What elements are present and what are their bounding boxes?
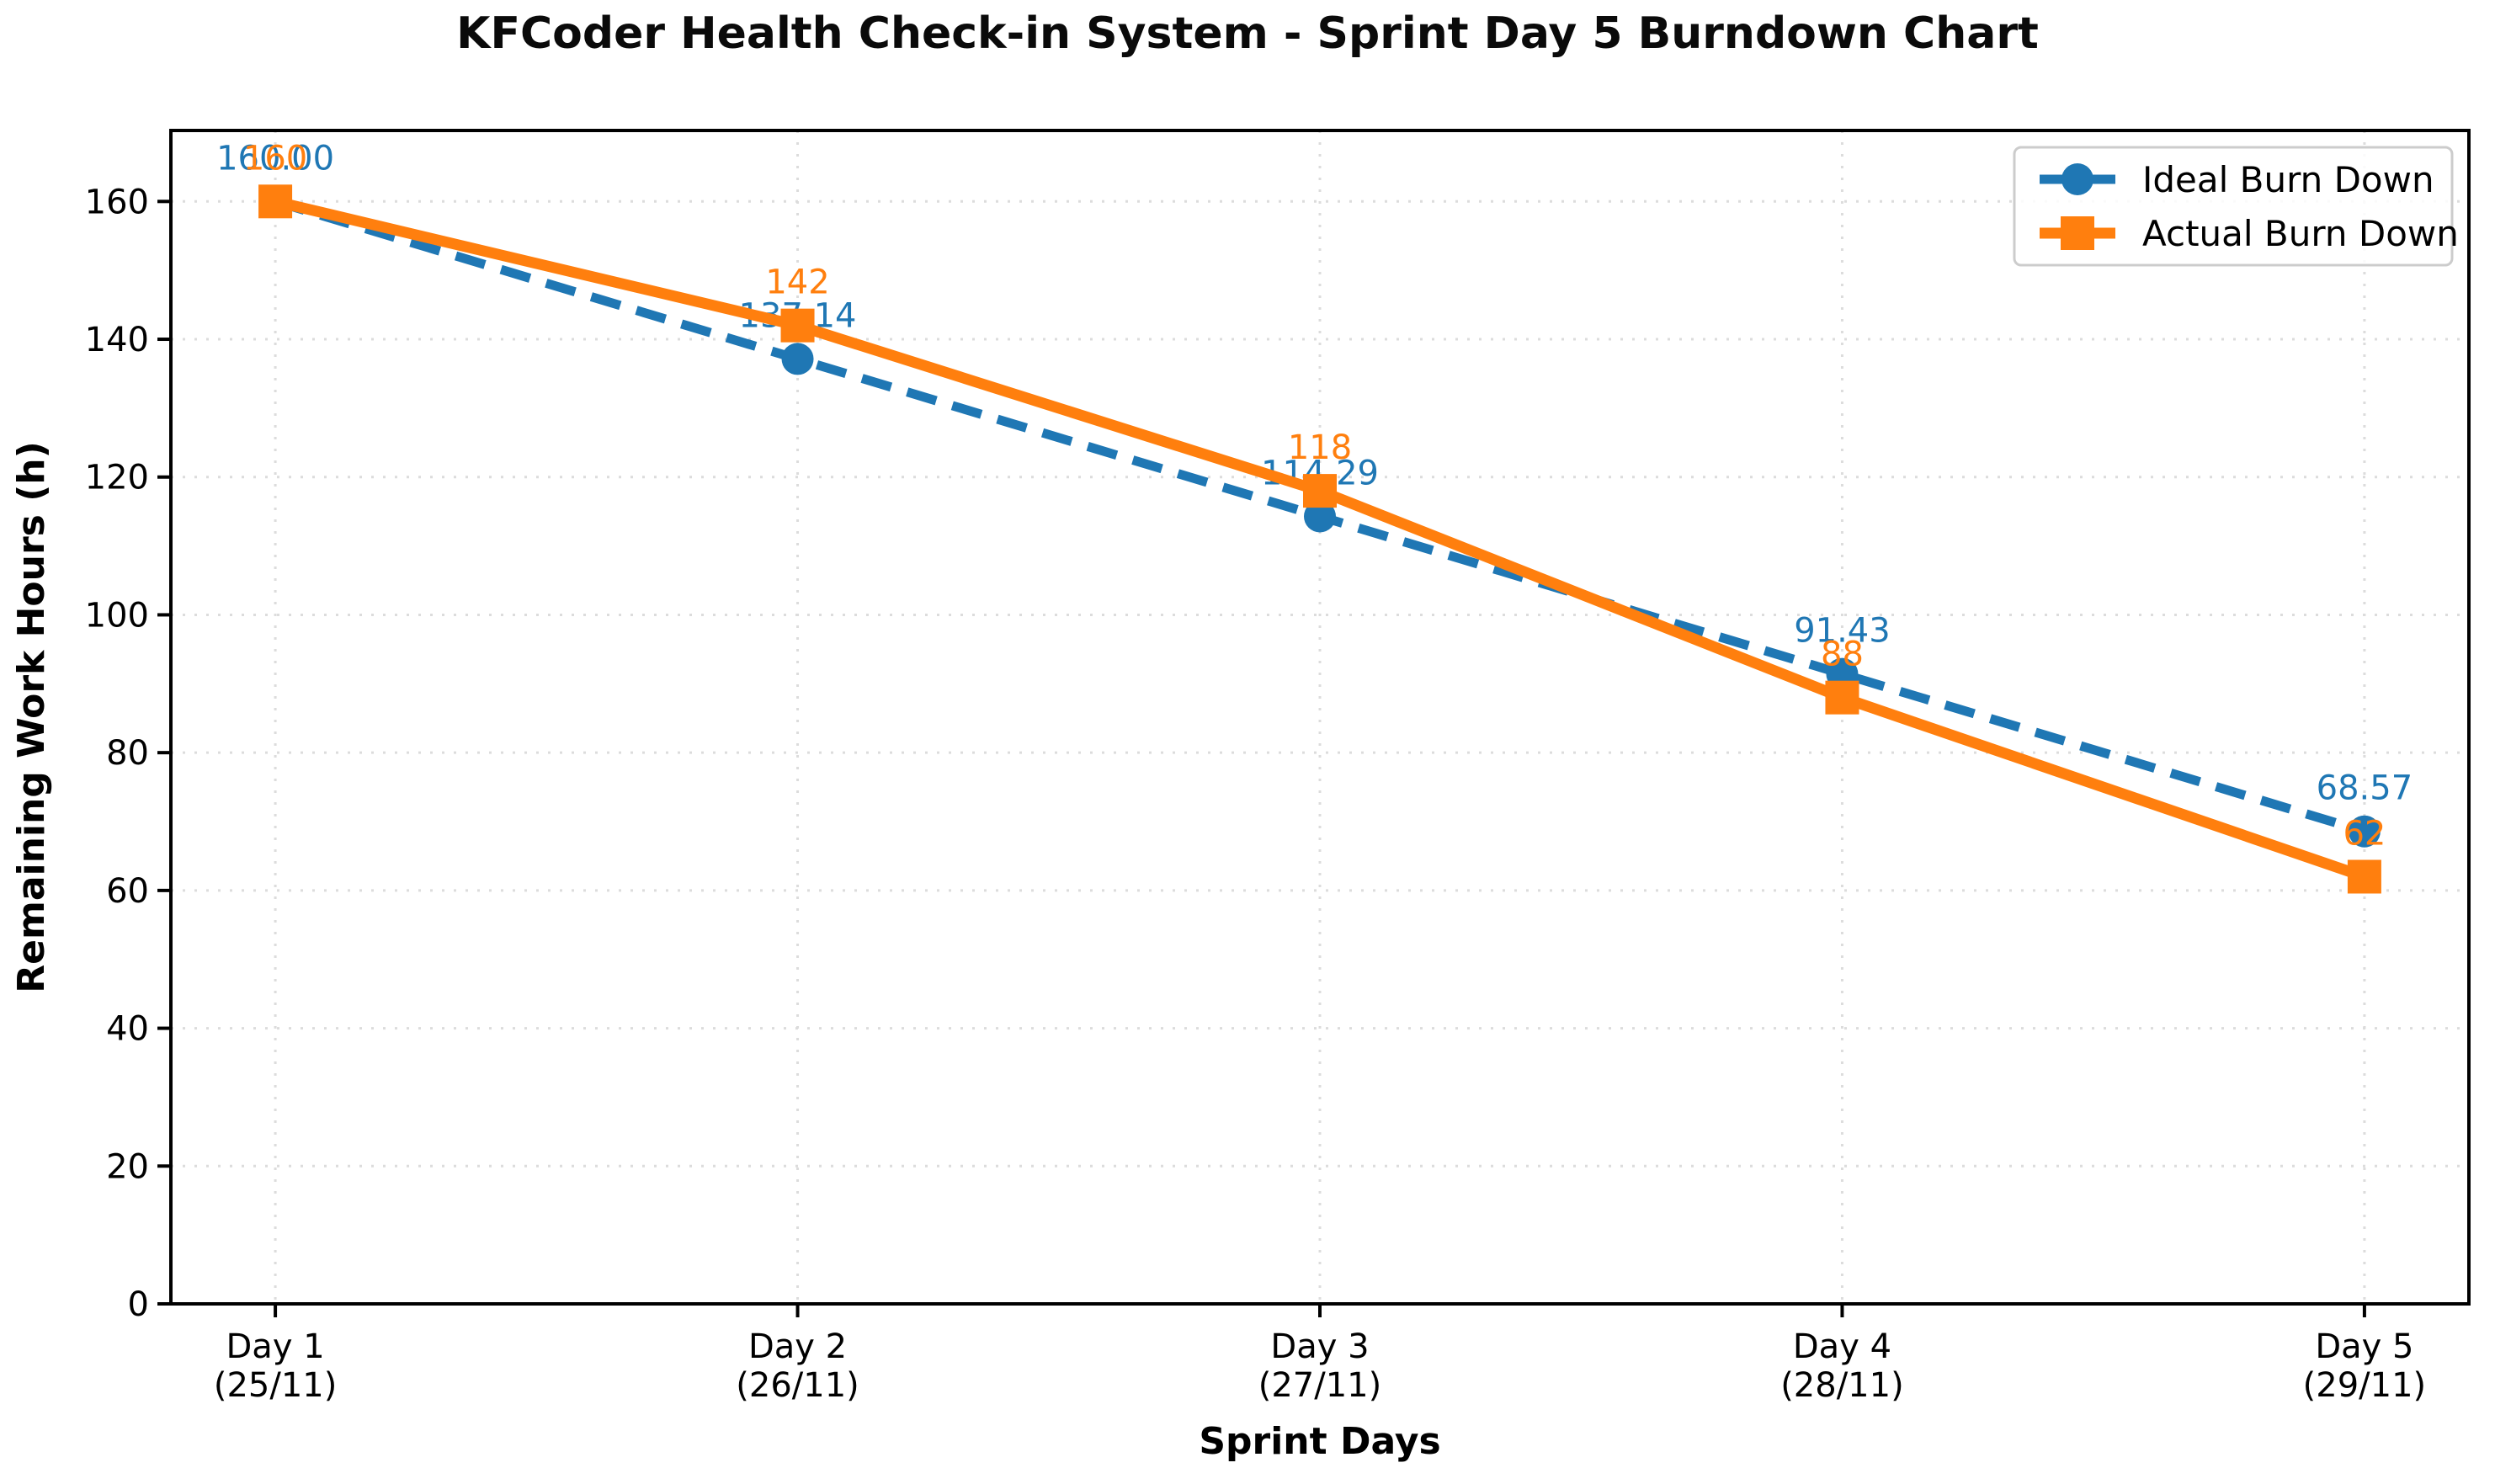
x-tick-label-day: Day 3 xyxy=(1270,1327,1369,1366)
legend-marker-square xyxy=(2061,216,2094,250)
ideal-burn-down-marker xyxy=(2348,815,2381,848)
x-tick-label-date: (26/11) xyxy=(736,1366,859,1405)
ideal-burn-down-marker xyxy=(1304,500,1336,533)
grid xyxy=(171,130,2469,1304)
x-tick-label-day: Day 5 xyxy=(2315,1327,2413,1366)
actual-burn-down-marker xyxy=(1825,680,1859,715)
x-tick-label-day: Day 1 xyxy=(226,1327,325,1366)
y-tick-label: 20 xyxy=(106,1147,149,1186)
actual-burn-down-line xyxy=(274,195,2367,882)
ideal-burn-down-value-label: 91.43 xyxy=(1794,612,1891,651)
legend-marker-circle xyxy=(2061,163,2093,195)
actual-burn-down-value-label: 160 xyxy=(243,139,307,178)
x-tick-label-date: (27/11) xyxy=(1258,1366,1381,1405)
ideal-burn-down-value-label: 160.00 xyxy=(216,139,334,178)
y-axis-label: Remaining Work Hours (h) xyxy=(10,441,53,993)
plot-frame xyxy=(169,129,2471,1306)
actual-burn-down-value-label: 62 xyxy=(2343,814,2386,853)
legend-label: Actual Burn Down xyxy=(2142,213,2459,254)
y-tick-label: 140 xyxy=(85,321,149,359)
legend-box xyxy=(2013,146,2454,267)
x-axis-label: Sprint Days xyxy=(1199,1420,1440,1463)
y-tick-label: 100 xyxy=(85,596,149,635)
actual-burn-down-marker xyxy=(780,308,815,343)
actual-burn-down-value-label: 118 xyxy=(1288,428,1352,467)
ideal-burn-down-marker xyxy=(781,343,814,375)
legend: Ideal Burn Down Actual Burn Down xyxy=(2013,146,2459,267)
x-tick-label-date: (28/11) xyxy=(1780,1366,1903,1405)
actual-burn-down-value-label: 142 xyxy=(765,263,829,302)
x-tick-label-day: Day 2 xyxy=(748,1327,847,1366)
x-tick-label-day: Day 4 xyxy=(1793,1327,1891,1366)
x-tick-label-date: (25/11) xyxy=(214,1366,337,1405)
y-tick-label: 60 xyxy=(106,872,149,911)
legend-item-actual-burn-down: Actual Burn Down xyxy=(2040,213,2459,254)
legend-item-ideal-burn-down: Ideal Burn Down xyxy=(2040,159,2434,200)
actual-burn-down-marker xyxy=(1303,474,1337,508)
y-tick-label: 120 xyxy=(85,459,149,497)
y-tick-label: 160 xyxy=(85,183,149,221)
actual-burn-down-marker xyxy=(2347,859,2381,894)
x-tick-label-date: (29/11) xyxy=(2303,1366,2426,1405)
ideal-burn-down-value-label: 68.57 xyxy=(2317,769,2413,808)
actual-burn-down-marker xyxy=(258,184,293,219)
y-tick-label: 0 xyxy=(128,1285,149,1324)
y-tick-label: 80 xyxy=(106,734,149,773)
legend-label: Ideal Burn Down xyxy=(2142,159,2434,200)
actual-burn-down-value-label: 88 xyxy=(1821,636,1864,674)
chart-title: KFCoder Health Check-in System - Sprint … xyxy=(456,8,2039,59)
y-tick-label: 40 xyxy=(106,1010,149,1049)
